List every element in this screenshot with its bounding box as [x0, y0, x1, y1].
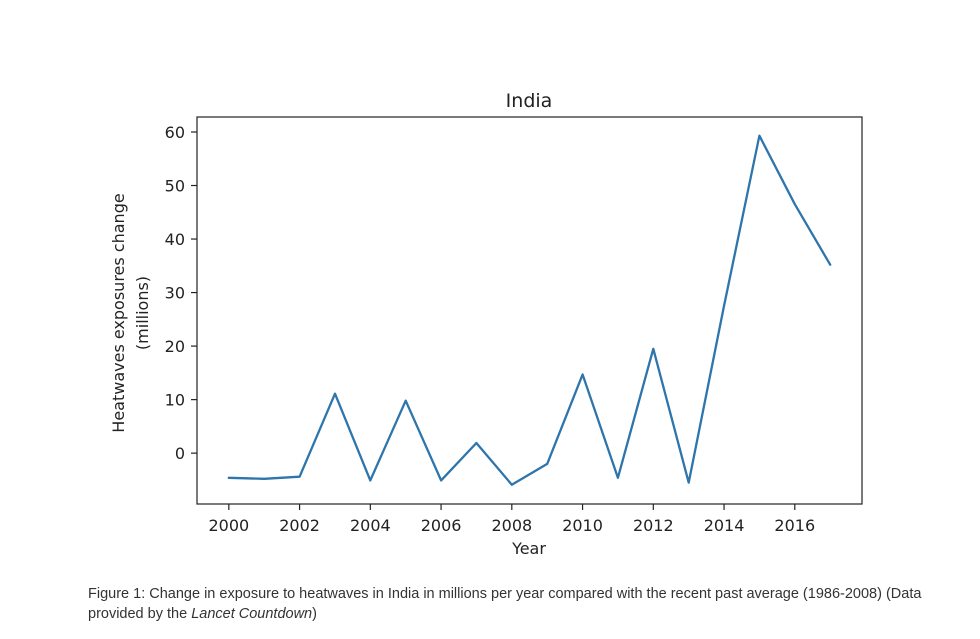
- series-line: [227, 134, 832, 486]
- caption-text: Figure 1: Change in exposure to heatwave…: [88, 586, 922, 622]
- x-tick-label: 2006: [421, 516, 462, 535]
- y-axis-label: Heatwaves exposures change: [109, 193, 128, 432]
- x-tick-label: 2012: [633, 516, 674, 535]
- x-tick-label: 2016: [774, 516, 815, 535]
- y-tick-label: 20: [165, 337, 185, 356]
- x-tick-label: 2004: [350, 516, 391, 535]
- figure-caption: Figure 1: Change in exposure to heatwave…: [88, 584, 948, 624]
- x-tick-label: 2008: [491, 516, 532, 535]
- y-tick-label: 0: [175, 444, 185, 463]
- x-tick-label: 2010: [562, 516, 603, 535]
- y-axis-label-units: (millions): [133, 276, 152, 350]
- x-axis-label: Year: [511, 539, 546, 558]
- x-tick-label: 2000: [208, 516, 249, 535]
- caption-source-italic: Lancet Countdown: [191, 606, 313, 622]
- y-tick-label: 10: [165, 391, 185, 410]
- y-tick-label: 40: [165, 230, 185, 249]
- caption-text-end: ): [312, 606, 317, 622]
- chart-title: India: [506, 90, 553, 112]
- x-tick-label: 2002: [279, 516, 320, 535]
- x-tick-label: 2014: [704, 516, 745, 535]
- heatwave-exposure-chart: India Year Heatwaves exposures change (m…: [109, 90, 863, 558]
- y-tick-label: 60: [165, 123, 185, 142]
- y-tick-label: 50: [165, 177, 185, 196]
- plot-frame: [196, 116, 863, 505]
- y-tick-label: 30: [165, 284, 185, 303]
